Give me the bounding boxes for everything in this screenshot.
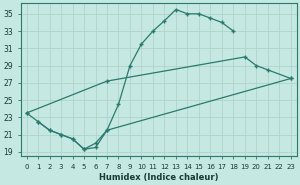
X-axis label: Humidex (Indice chaleur): Humidex (Indice chaleur) (99, 173, 218, 181)
